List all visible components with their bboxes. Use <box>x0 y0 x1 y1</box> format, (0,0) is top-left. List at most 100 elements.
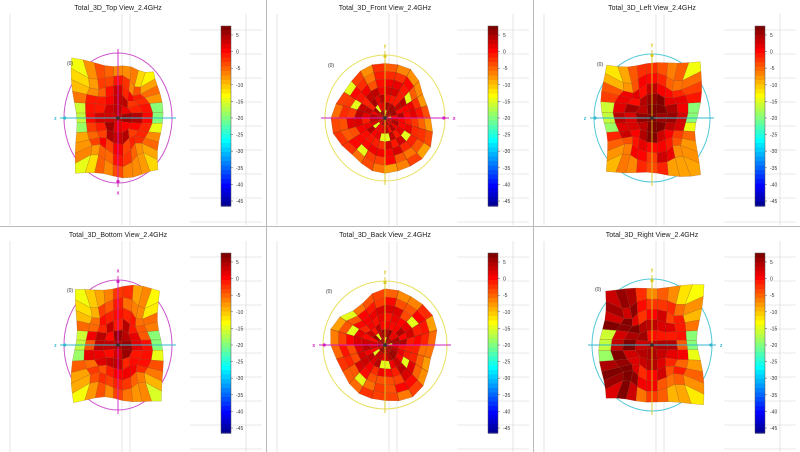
chart-panel-front-view: Total_3D_Front View_2.4GHz y x (0) 5 0 -5 -10 -1… <box>267 0 533 225</box>
circle-marker-label: (0) <box>595 287 601 293</box>
colorbar-tick-label: -45 <box>770 426 777 432</box>
colorbar-segment <box>221 120 231 126</box>
circle-marker-label: (0) <box>67 288 73 294</box>
colorbar-tick-label: -20 <box>770 116 777 122</box>
colorbar-segment <box>221 201 231 207</box>
colorbar-segment <box>488 98 498 104</box>
origin-marker <box>383 343 387 347</box>
colorbar-tick-label: -10 <box>236 310 243 316</box>
colorbar-segment <box>755 197 765 203</box>
colorbar-segment <box>755 424 765 430</box>
colorbar-segment <box>755 107 765 113</box>
colorbar-tick-label: -5 <box>503 293 508 299</box>
pattern-cell <box>675 331 687 341</box>
spoke <box>343 91 386 119</box>
chart-panel-left-view: Total_3D_Left View_2.4GHz z y (0) 5 0 -5 -10 -15… <box>534 0 800 225</box>
colorbar-segment <box>488 365 498 371</box>
colorbar-segment <box>755 302 765 308</box>
axes: xz <box>54 268 176 414</box>
colorbar-segment <box>221 192 231 198</box>
origin-marker <box>116 116 120 120</box>
colorbar: 5 0 -5 -10 -15 -20 -25 -30 -35 -40 -45 <box>487 252 510 434</box>
axis-label-y: y <box>384 44 387 50</box>
axis-label-z: z <box>720 343 723 349</box>
pattern-cell <box>683 122 697 132</box>
colorbar-segment <box>755 356 765 362</box>
colorbar-segment <box>755 352 765 358</box>
colorbar-segment <box>221 311 231 317</box>
pattern-cell <box>85 103 96 114</box>
spoke <box>360 70 386 119</box>
colorbar-tick-label: -25 <box>503 360 510 366</box>
spoke <box>384 304 423 346</box>
colorbar-segment <box>488 134 498 140</box>
panel-title: Total_3D_Front View_2.4GHz <box>339 5 432 12</box>
circle-marker-label: (0) <box>67 61 73 67</box>
colorbar-segment <box>221 62 231 68</box>
colorbar-segment <box>221 179 231 185</box>
colorbar-segment <box>488 26 498 32</box>
colorbar-tick-label: 5 <box>770 33 773 39</box>
colorbar-segment <box>488 44 498 50</box>
colorbar-segment <box>755 116 765 122</box>
colorbar-tick-label: -30 <box>770 149 777 155</box>
colorbar-tick-label: -35 <box>770 166 777 172</box>
colorbar-segment <box>755 311 765 317</box>
radiation-pattern <box>598 284 705 405</box>
colorbar-segment <box>755 39 765 45</box>
colorbar-segment <box>488 39 498 45</box>
colorbar-segment <box>755 275 765 281</box>
spoke <box>362 303 386 346</box>
axis-label-x: x <box>117 191 120 197</box>
spoke <box>384 105 428 119</box>
colorbar-segment <box>488 383 498 389</box>
colorbar-segment <box>755 347 765 353</box>
colorbar-segment <box>755 406 765 412</box>
colorbar-segment <box>221 147 231 153</box>
colorbar-tick-label: -45 <box>503 426 510 432</box>
spoke <box>361 117 386 164</box>
pattern-cell <box>72 349 85 362</box>
chart-panel-back-view: Total_3D_Back View_2.4GHz y x (0) 5 0 -5 -10 -15… <box>267 227 533 452</box>
colorbar-segment <box>755 284 765 290</box>
colorbar-tick-label: -30 <box>503 376 510 382</box>
panel-title: Total_3D_Left View_2.4GHz <box>608 5 696 12</box>
colorbar-segment <box>755 266 765 272</box>
colorbar-segment <box>488 107 498 113</box>
colorbar-segment <box>221 410 231 416</box>
axis-endpoint-marker <box>709 343 713 347</box>
colorbar-segment <box>755 93 765 99</box>
colorbar-segment <box>221 129 231 135</box>
pattern-cell <box>677 349 689 360</box>
axes: zy <box>584 43 714 186</box>
origin-marker <box>383 116 387 120</box>
colorbar-segment <box>221 84 231 90</box>
radiation-pattern <box>330 63 433 174</box>
chart-panel-top-view: Total_3D_Top View_2.4GHz z x (0) 5 0 -5 -10 -15-… <box>0 0 266 225</box>
colorbar-tick-label: -15 <box>770 326 777 332</box>
spoke <box>384 117 423 160</box>
axes: zx <box>54 49 176 197</box>
colorbar-segment <box>755 129 765 135</box>
colorbar-segment <box>755 84 765 90</box>
pattern-cell <box>330 329 339 346</box>
colorbar-segment <box>221 316 231 322</box>
colorbar-segment <box>488 197 498 203</box>
colorbar-tick-label: -10 <box>503 83 510 89</box>
colorbar-segment <box>755 174 765 180</box>
pattern-cell <box>105 85 114 98</box>
colorbar-segment <box>755 152 765 158</box>
colorbar-segment <box>488 147 498 153</box>
colorbar-segment <box>755 293 765 299</box>
colorbar-segment <box>221 89 231 95</box>
colorbar-segment <box>221 102 231 108</box>
colorbar-segment <box>755 374 765 380</box>
colorbar-segment <box>488 116 498 122</box>
colorbar-tick-label: -10 <box>770 310 777 316</box>
spoke <box>384 344 424 387</box>
circle-marker-label: (0) <box>597 62 603 68</box>
chart-svg-top: Total_3D_Top View_2.4GHzzx(0)50-5-10-15-… <box>9 5 262 225</box>
origin-marker <box>116 343 120 347</box>
colorbar-tick-label: -25 <box>236 360 243 366</box>
colorbar-segment <box>221 262 231 268</box>
